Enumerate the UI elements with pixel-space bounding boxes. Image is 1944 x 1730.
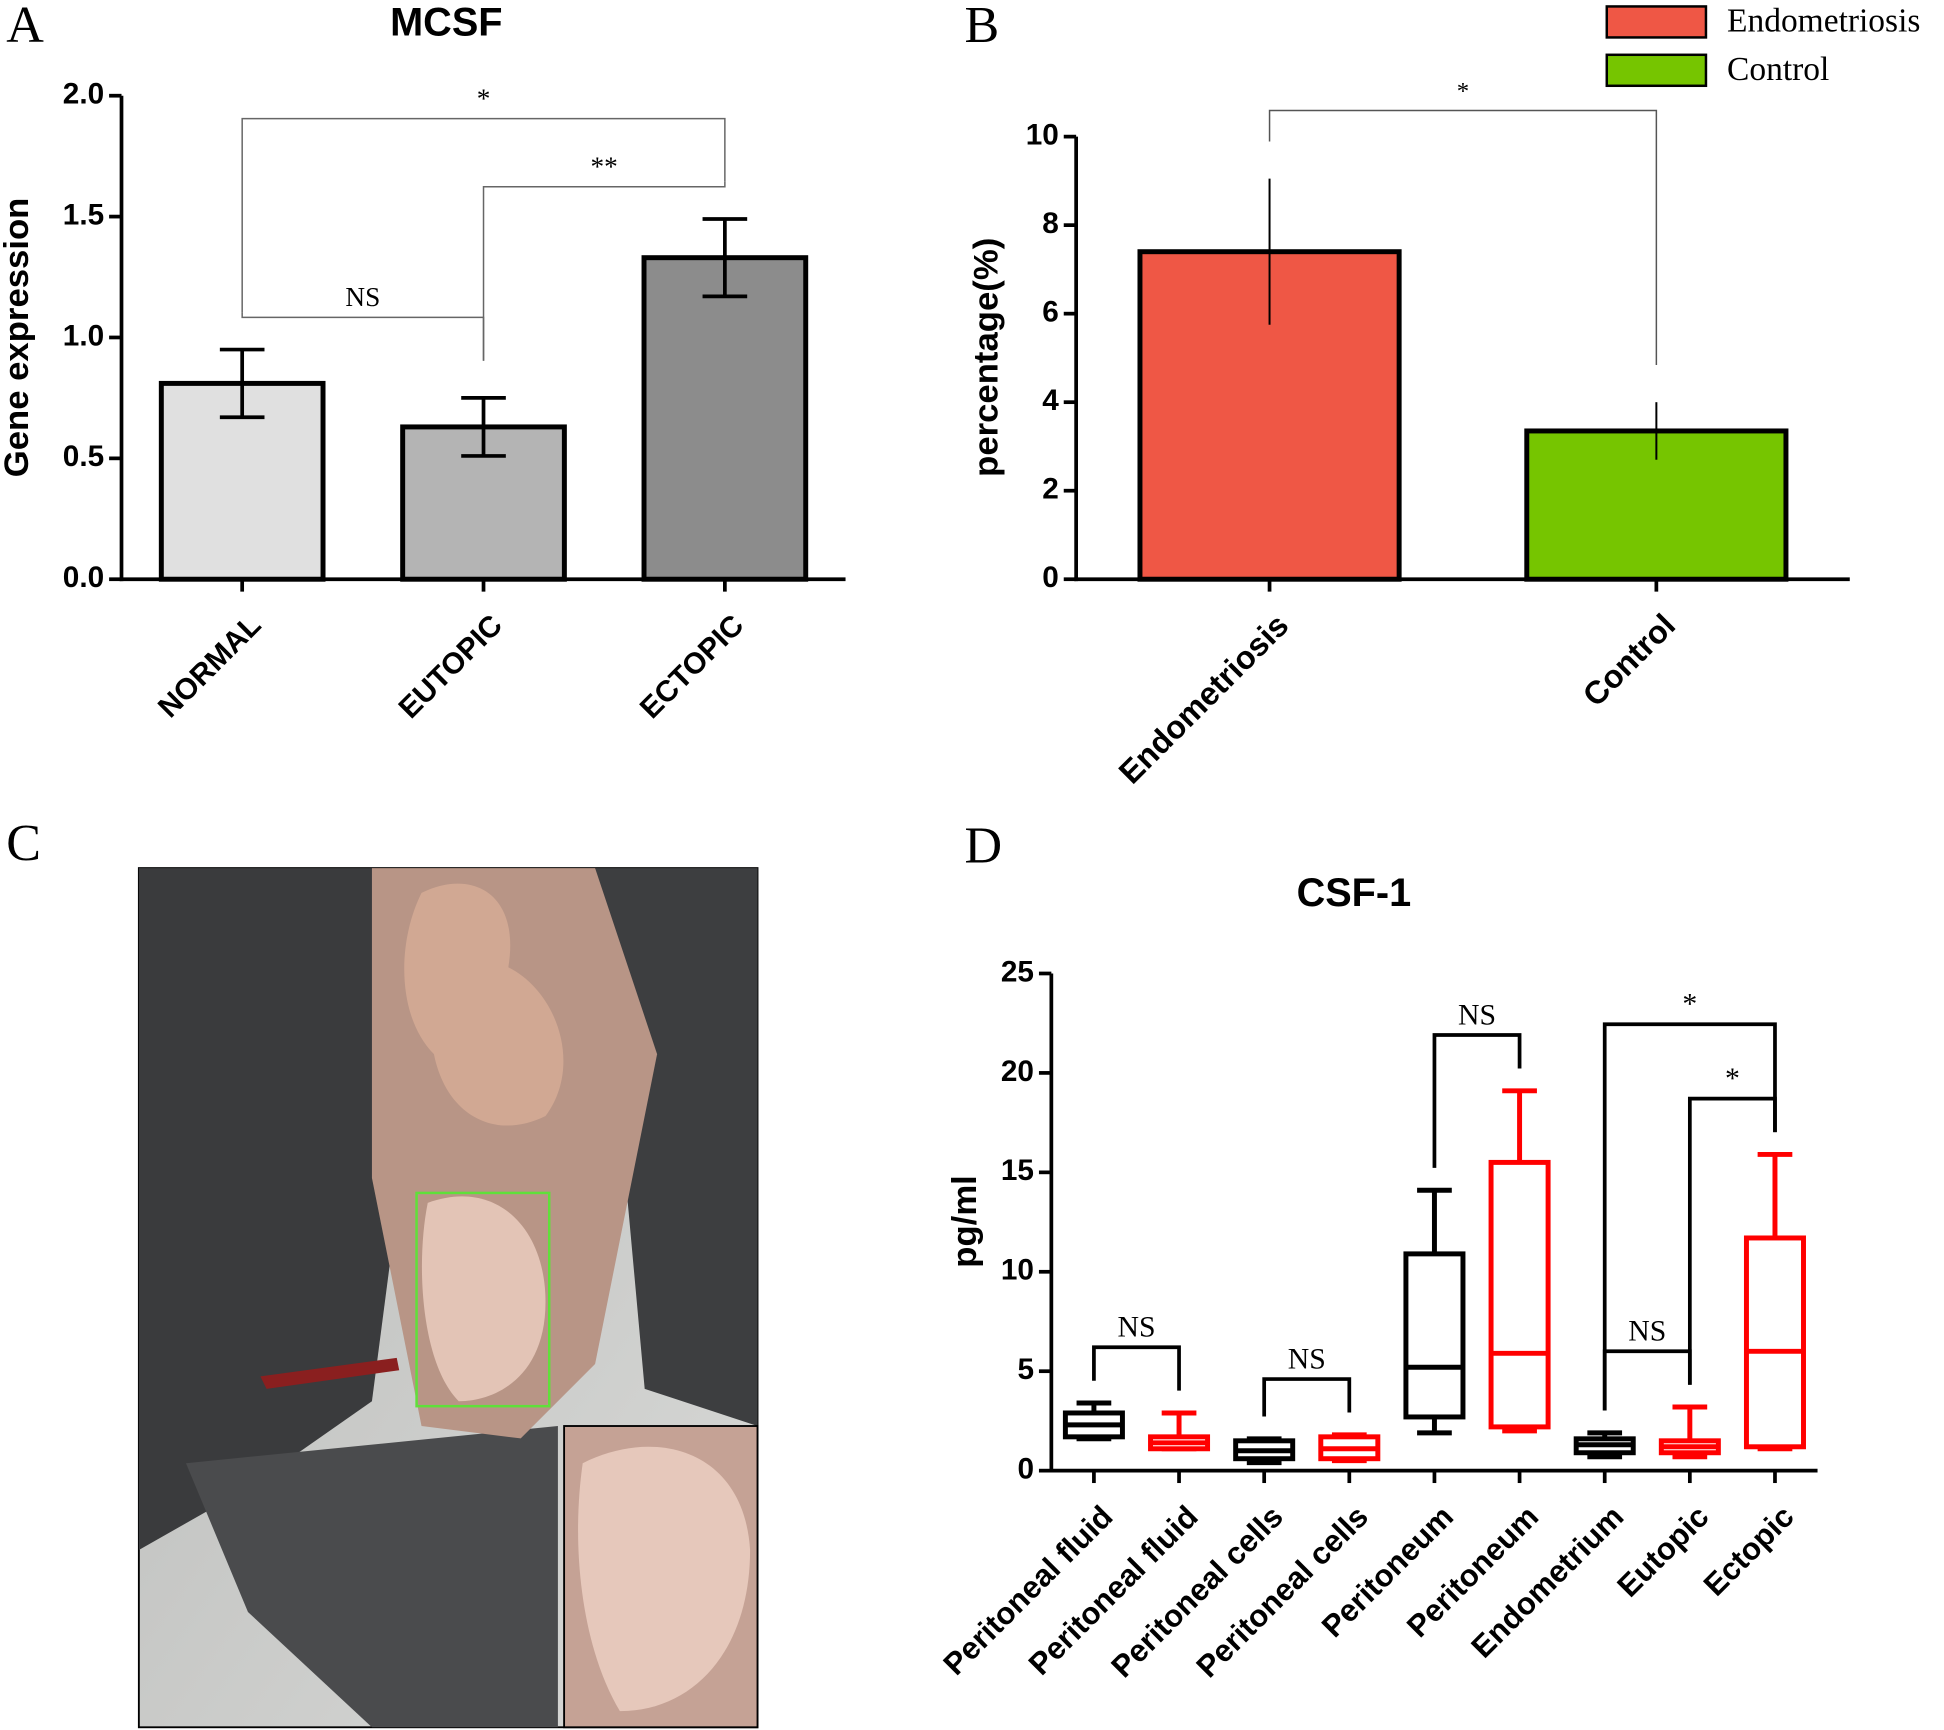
y-axis-label: Gene expression (0, 198, 36, 478)
significance-label: * (1725, 1062, 1740, 1095)
y-tick-label: 0 (1017, 1452, 1034, 1485)
x-tick-label: Endometrium (1464, 1499, 1630, 1665)
photo (137, 867, 759, 1729)
box (1573, 1430, 1636, 1460)
y-tick-label: 10 (1001, 1254, 1034, 1287)
y-tick-label: 25 (1001, 955, 1034, 988)
box (1233, 1436, 1296, 1466)
y-tick-label: 0.0 (63, 561, 104, 594)
panel-label: C (6, 815, 41, 872)
error-bar (219, 347, 265, 420)
significance-bracket (241, 117, 726, 313)
significance-bracket (1262, 1377, 1352, 1417)
y-tick-label: 1.0 (63, 319, 104, 352)
box (1743, 1151, 1806, 1452)
significance-bracket (1268, 109, 1658, 365)
error-bar (461, 396, 506, 458)
bar (641, 255, 809, 582)
legend-label: Control (1727, 51, 1829, 88)
box (1488, 1088, 1551, 1434)
x-tick-label: Control (1576, 607, 1682, 713)
panel-label: D (965, 818, 1003, 875)
y-tick-label: 5 (1017, 1353, 1034, 1386)
y-tick-label: 0.5 (63, 440, 104, 473)
significance-label: * (1457, 78, 1469, 105)
significance-bracket (482, 181, 726, 361)
y-axis-label: pg/ml (946, 1175, 984, 1268)
box (1062, 1400, 1125, 1442)
y-tick-label: 6 (1042, 296, 1059, 329)
x-tick-label: EUTOPIC (392, 609, 508, 725)
x-tick-label: Ectopic (1697, 1499, 1801, 1603)
panel-label: B (965, 0, 1000, 54)
significance-label: * (1682, 988, 1697, 1021)
error-bar (702, 217, 748, 299)
significance-bracket (1602, 1349, 1692, 1411)
y-tick-label: 8 (1042, 207, 1059, 240)
legend: Endometriosis Control (1605, 2, 1920, 88)
box-body (1743, 1235, 1806, 1450)
y-axis-label: percentage(%) (967, 238, 1005, 477)
legend-swatch (1605, 53, 1708, 88)
chart-title: MCSF (390, 1, 502, 45)
x-tick-label: Endometriosis (1112, 607, 1296, 791)
box (1148, 1410, 1211, 1452)
box (1318, 1432, 1381, 1464)
significance-bracket (1602, 1022, 1777, 1411)
y-tick-label: 20 (1001, 1055, 1034, 1088)
box (1658, 1404, 1721, 1460)
significance-label: NS (1628, 1315, 1666, 1348)
y-tick-label: 1.5 (63, 198, 104, 231)
y-tick-label: 15 (1001, 1154, 1034, 1187)
legend-label: Endometriosis (1727, 2, 1920, 39)
box-body (1488, 1159, 1551, 1430)
significance-label: NS (1288, 1343, 1326, 1376)
box (1403, 1187, 1466, 1436)
x-tick-label: ECTOPIC (634, 609, 750, 725)
significance-label: NS (1117, 1311, 1155, 1344)
chart-title: CSF-1 (1297, 871, 1412, 915)
y-tick-label: 4 (1042, 384, 1059, 417)
x-tick-label: NORMAL (152, 609, 268, 725)
significance-label: NS (345, 282, 380, 312)
panel-label: A (6, 0, 44, 54)
y-tick-label: 2.0 (63, 78, 104, 111)
y-tick-label: 10 (1026, 118, 1059, 151)
significance-label: * (477, 83, 491, 113)
significance-bracket (241, 312, 485, 361)
x-tick-label: Eutopic (1610, 1499, 1715, 1604)
legend-swatch (1605, 5, 1708, 39)
box-body (1403, 1251, 1466, 1420)
y-tick-label: 2 (1042, 473, 1059, 506)
significance-bracket (1432, 1033, 1522, 1168)
significance-label: NS (1458, 998, 1496, 1031)
y-tick-label: 0 (1042, 561, 1059, 594)
significance-label: ** (591, 152, 618, 182)
significance-bracket (1092, 1345, 1181, 1391)
